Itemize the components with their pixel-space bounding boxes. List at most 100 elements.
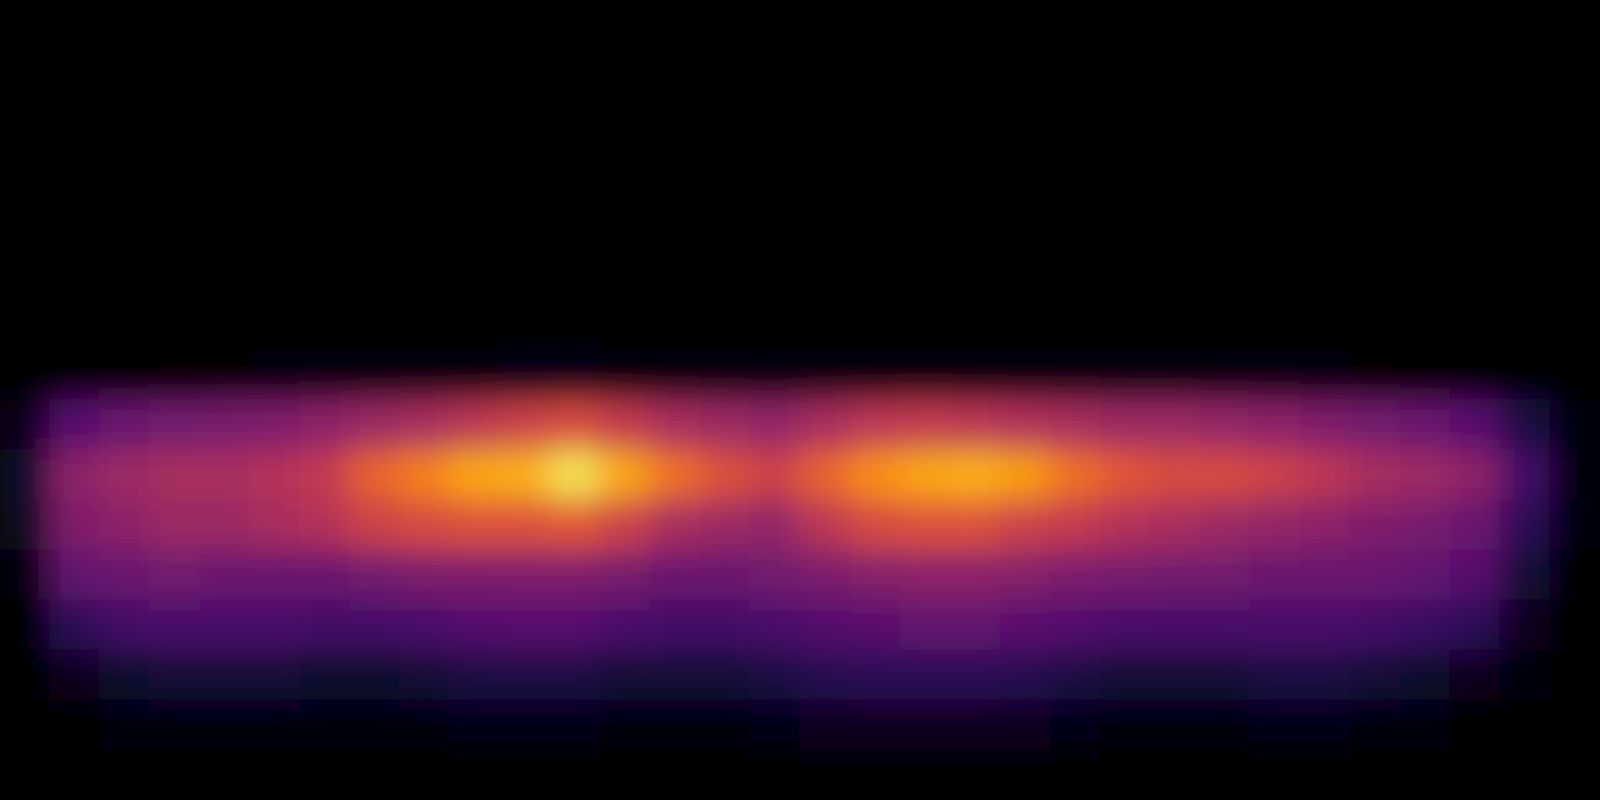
heatmap-cell bbox=[949, 399, 1001, 451]
heatmap-cell bbox=[1249, 599, 1301, 651]
heatmap-cell bbox=[849, 499, 901, 551]
heatmap-cell bbox=[999, 449, 1051, 501]
heatmap-cell bbox=[99, 249, 151, 301]
heatmap-cell bbox=[149, 699, 201, 751]
heatmap-cell bbox=[749, 499, 801, 551]
heatmap-cell bbox=[199, 99, 251, 151]
heatmap-cell bbox=[1449, 549, 1501, 601]
heatmap-cell bbox=[649, 399, 701, 451]
heatmap-cell bbox=[199, 499, 251, 551]
heatmap-cell bbox=[1449, 699, 1501, 751]
heatmap-cell bbox=[1149, 549, 1201, 601]
heatmap-cell bbox=[1049, 99, 1101, 151]
heatmap-cell bbox=[0, 199, 51, 251]
heatmap-cell bbox=[899, 699, 951, 751]
heatmap-cell bbox=[99, 449, 151, 501]
heatmap-cell bbox=[799, 399, 851, 451]
heatmap-cell bbox=[1099, 99, 1151, 151]
heatmap-cell bbox=[1349, 199, 1401, 251]
heatmap-cell bbox=[1149, 199, 1201, 251]
heatmap-cell bbox=[1449, 299, 1501, 351]
heatmap-cell bbox=[1149, 249, 1201, 301]
heatmap-cell bbox=[899, 749, 951, 800]
heatmap-cell bbox=[349, 449, 401, 501]
heatmap-cell bbox=[1299, 599, 1351, 651]
heatmap-cell bbox=[1249, 49, 1301, 101]
heatmap-cell bbox=[899, 0, 951, 51]
heatmap-cell bbox=[749, 549, 801, 601]
heatmap-cell bbox=[999, 499, 1051, 551]
heatmap-cell bbox=[1449, 249, 1501, 301]
heatmap-cell bbox=[149, 399, 201, 451]
heatmap-cell bbox=[699, 0, 751, 51]
heatmap-cell bbox=[1549, 0, 1600, 51]
heatmap-cell bbox=[99, 749, 151, 800]
heatmap-cell bbox=[899, 549, 951, 601]
heatmap-cell bbox=[1049, 199, 1101, 251]
heatmap-cell bbox=[149, 199, 201, 251]
heatmap-cell bbox=[449, 599, 501, 651]
heatmap-cell bbox=[149, 249, 201, 301]
heatmap-cell bbox=[1049, 499, 1101, 551]
heatmap-cell bbox=[49, 649, 101, 701]
heatmap-cell bbox=[499, 549, 551, 601]
heatmap-cell bbox=[499, 99, 551, 151]
heatmap-cell bbox=[349, 499, 401, 551]
heatmap-cell bbox=[1399, 249, 1451, 301]
heatmap-cell bbox=[49, 49, 101, 101]
heatmap-cell bbox=[0, 599, 51, 651]
heatmap-cell bbox=[1249, 499, 1301, 551]
heatmap-cell bbox=[0, 149, 51, 201]
heatmap-cell bbox=[99, 299, 151, 351]
heatmap-cell bbox=[449, 49, 501, 101]
heatmap-cell bbox=[1149, 749, 1201, 800]
heatmap-cell bbox=[949, 149, 1001, 201]
heatmap-cell bbox=[1399, 149, 1451, 201]
heatmap-cell bbox=[899, 249, 951, 301]
heatmap-cell bbox=[949, 0, 1001, 51]
heatmap-cell bbox=[1349, 749, 1401, 800]
heatmap-cell bbox=[1399, 699, 1451, 751]
heatmap-cell bbox=[799, 649, 851, 701]
heatmap-cell bbox=[949, 349, 1001, 401]
heatmap-cell bbox=[649, 349, 701, 401]
heatmap-cell bbox=[49, 349, 101, 401]
heatmap-cell bbox=[999, 49, 1051, 101]
heatmap-cell bbox=[999, 99, 1051, 151]
heatmap-cell bbox=[1299, 349, 1351, 401]
heatmap-cell bbox=[649, 99, 701, 151]
heatmap-cell bbox=[1049, 299, 1101, 351]
heatmap-cell bbox=[1299, 49, 1351, 101]
heatmap-cell bbox=[499, 599, 551, 651]
heatmap-cell bbox=[449, 199, 501, 251]
heatmap-cell bbox=[1449, 499, 1501, 551]
heatmap-cell bbox=[1499, 399, 1551, 451]
heatmap-cell bbox=[1399, 649, 1451, 701]
heatmap-cell bbox=[549, 149, 601, 201]
heatmap-cell bbox=[0, 0, 51, 51]
heatmap-cell bbox=[949, 499, 1001, 551]
heatmap-cell bbox=[299, 0, 351, 51]
heatmap-cell bbox=[799, 299, 851, 351]
heatmap-cell bbox=[1399, 449, 1451, 501]
heatmap-cell bbox=[199, 199, 251, 251]
heatmap-cell bbox=[549, 499, 601, 551]
heatmap-cell bbox=[1199, 449, 1251, 501]
heatmap-cell bbox=[1499, 699, 1551, 751]
heatmap-cell bbox=[1249, 199, 1301, 251]
heatmap-cell bbox=[899, 199, 951, 251]
heatmap-cell bbox=[799, 699, 851, 751]
heatmap-cell bbox=[1449, 99, 1501, 151]
heatmap-cell bbox=[199, 399, 251, 451]
heatmap-cell bbox=[1399, 299, 1451, 351]
heatmap-cell bbox=[399, 599, 451, 651]
heatmap-cell bbox=[399, 49, 451, 101]
heatmap-cell bbox=[399, 0, 451, 51]
heatmap-cell bbox=[949, 249, 1001, 301]
heatmap-cell bbox=[1099, 549, 1151, 601]
heatmap-cell bbox=[249, 399, 301, 451]
heatmap-cell bbox=[649, 749, 701, 800]
heatmap-cell bbox=[1549, 599, 1600, 651]
heatmap-cell bbox=[0, 99, 51, 151]
heatmap-cell bbox=[149, 0, 201, 51]
